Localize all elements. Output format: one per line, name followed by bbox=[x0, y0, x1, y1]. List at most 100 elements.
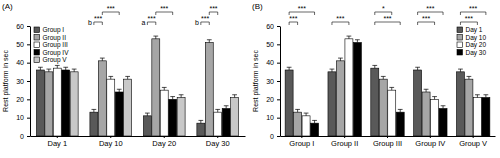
tick: 20 bbox=[266, 96, 280, 103]
tick: Group II bbox=[331, 136, 358, 148]
x-axis: Day 1Day 10Day 20Day 30 bbox=[31, 136, 246, 148]
significance-bracket bbox=[147, 22, 155, 25]
legend: Day 1Day 10Day 20Day 30 bbox=[457, 26, 486, 57]
significance-bracket bbox=[460, 22, 477, 25]
bar bbox=[336, 61, 344, 136]
bar bbox=[482, 98, 490, 137]
tick-label: Group IV bbox=[415, 139, 445, 148]
legend-label: Group V bbox=[43, 56, 68, 64]
bar bbox=[124, 79, 132, 136]
bar bbox=[53, 68, 61, 136]
tick-label: 0 bbox=[270, 133, 274, 140]
significance-label: *** bbox=[422, 15, 430, 22]
bar bbox=[45, 72, 53, 136]
bar bbox=[160, 90, 168, 136]
error-bar bbox=[295, 109, 300, 112]
bar bbox=[143, 116, 151, 136]
tick-label: 30 bbox=[16, 78, 24, 85]
significance-bracket bbox=[289, 22, 297, 25]
tick-mark bbox=[27, 26, 30, 27]
legend-swatch bbox=[457, 42, 463, 48]
legend-swatch bbox=[457, 35, 463, 41]
tick-mark bbox=[277, 81, 280, 82]
error-bar bbox=[100, 58, 105, 61]
series bbox=[53, 65, 221, 136]
annotations: ************************* bbox=[289, 5, 486, 25]
bar bbox=[345, 39, 353, 136]
error-bar bbox=[179, 95, 184, 98]
significance-label: *** bbox=[147, 15, 155, 22]
bar bbox=[107, 79, 115, 136]
y-axis: 0102030405060 bbox=[266, 23, 280, 140]
tick-mark bbox=[27, 44, 30, 45]
bar bbox=[98, 61, 106, 136]
tick: Day 20 bbox=[152, 136, 176, 148]
tick-label: Group III bbox=[373, 139, 402, 148]
significance-label: *** bbox=[107, 5, 115, 12]
bar bbox=[396, 112, 404, 136]
tick-mark bbox=[430, 136, 431, 138]
significance-label: *** bbox=[426, 5, 434, 12]
tick-label: 40 bbox=[16, 59, 24, 66]
tick-mark bbox=[277, 118, 280, 119]
tick: 30 bbox=[266, 78, 280, 85]
error-bar bbox=[304, 113, 309, 116]
panel: 0102030405060Group IGroup IIGroup IIIGro… bbox=[252, 2, 496, 148]
bar bbox=[311, 123, 319, 136]
tick: 40 bbox=[16, 59, 30, 66]
tick-mark bbox=[164, 136, 165, 138]
bar bbox=[197, 123, 205, 136]
tick: 50 bbox=[16, 41, 30, 48]
significance-bracket bbox=[209, 12, 217, 15]
title: (B) bbox=[252, 2, 263, 11]
bar bbox=[169, 99, 177, 136]
legend-label: Day 30 bbox=[466, 49, 487, 57]
error-bar bbox=[162, 87, 167, 90]
bar bbox=[388, 90, 396, 136]
significance-label: *** bbox=[465, 15, 473, 22]
significance-bracket bbox=[156, 12, 173, 15]
bar bbox=[70, 72, 78, 136]
tick-mark bbox=[27, 136, 30, 137]
marks bbox=[36, 36, 238, 136]
significance-label: *** bbox=[94, 15, 102, 22]
significance-bracket bbox=[102, 12, 119, 15]
tick-label: 40 bbox=[266, 59, 274, 66]
error-bar bbox=[287, 67, 292, 70]
error-bar bbox=[207, 40, 212, 43]
legend-swatch bbox=[34, 42, 40, 48]
tick-label: 0 bbox=[20, 133, 24, 140]
tick: 20 bbox=[16, 96, 30, 103]
series bbox=[36, 67, 204, 136]
error-bar bbox=[46, 69, 51, 72]
error-bar bbox=[312, 120, 317, 123]
tick-label: Day 1 bbox=[47, 139, 67, 148]
tick: Day 1 bbox=[47, 136, 67, 148]
legend-swatch bbox=[34, 35, 40, 41]
bar bbox=[177, 98, 185, 137]
tick-mark bbox=[110, 136, 111, 138]
bar bbox=[456, 72, 464, 136]
chart: 0102030405060Day 1Day 10Day 20Day 30Grou… bbox=[0, 0, 500, 158]
tick: Group I bbox=[289, 136, 314, 148]
error-bar bbox=[441, 106, 446, 109]
error-bar bbox=[215, 109, 220, 112]
marks bbox=[285, 36, 490, 136]
significance-label: *** bbox=[209, 5, 217, 12]
significance-note: b bbox=[195, 19, 199, 26]
axis-line bbox=[30, 27, 31, 137]
tick-mark bbox=[473, 136, 474, 138]
legend-entry: Group V bbox=[34, 56, 67, 64]
tick-label: Day 30 bbox=[206, 139, 230, 148]
error-bar bbox=[153, 36, 158, 39]
series bbox=[285, 65, 464, 136]
significance-label: * bbox=[382, 5, 385, 12]
bar bbox=[422, 92, 430, 136]
bar bbox=[473, 98, 481, 137]
significance-bracket bbox=[201, 22, 209, 25]
tick: Day 30 bbox=[206, 136, 230, 148]
bar bbox=[439, 109, 447, 137]
tick-mark bbox=[344, 136, 345, 138]
bar bbox=[302, 116, 310, 136]
tick-label: 60 bbox=[266, 23, 274, 30]
